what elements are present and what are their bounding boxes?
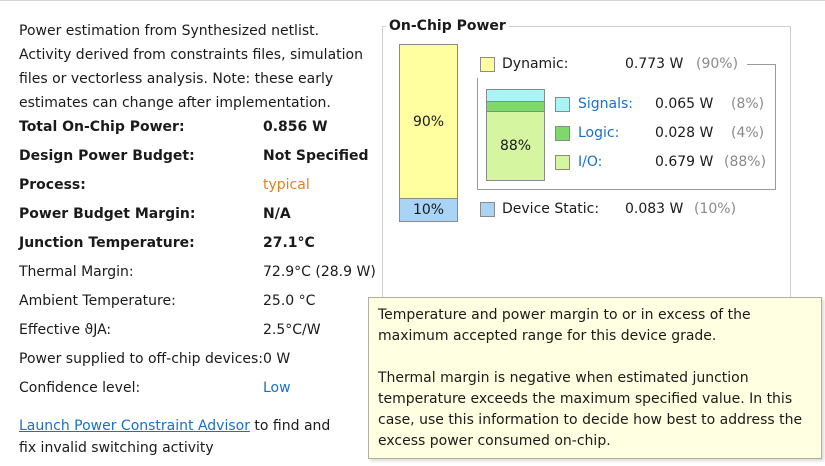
summary-label: Design Power Budget: bbox=[19, 148, 195, 164]
intro-text: Power estimation from Synthesized netlis… bbox=[19, 23, 363, 111]
logic-swatch bbox=[555, 126, 570, 141]
summary-label: Total On-Chip Power: bbox=[19, 119, 185, 135]
summary-value: 0 W bbox=[263, 351, 291, 367]
summary-label: Thermal Margin: bbox=[19, 264, 134, 280]
bracket-line bbox=[477, 189, 776, 190]
io-value: 0.679 W bbox=[655, 154, 714, 170]
static-pct: (10%) bbox=[694, 201, 737, 217]
summary-label: Confidence level: bbox=[19, 380, 141, 396]
static-bar-label: 10% bbox=[412, 202, 445, 218]
summary-row: Power supplied to off-chip devices: 0 W bbox=[19, 351, 379, 380]
static-bar: 10% bbox=[399, 198, 458, 222]
signals-value: 0.065 W bbox=[655, 96, 714, 112]
io-pct: (88%) bbox=[724, 154, 767, 170]
signals-link[interactable]: Signals: bbox=[578, 96, 634, 112]
summary-row: Power Budget Margin: N/A bbox=[19, 206, 379, 235]
footer-suffix: to find and fix invalid switching activi… bbox=[19, 418, 331, 456]
summary-label: Power supplied to off-chip devices: bbox=[19, 351, 264, 367]
io-segment: 88% bbox=[487, 112, 544, 180]
summary-label: Power Budget Margin: bbox=[19, 206, 196, 222]
summary-value: 2.5°C/W bbox=[263, 322, 321, 338]
summary-label: Process: bbox=[19, 177, 86, 193]
logic-link[interactable]: Logic: bbox=[578, 125, 620, 141]
dynamic-pct: (90%) bbox=[696, 56, 739, 72]
summary-value: 27.1°C bbox=[263, 235, 315, 251]
io-link[interactable]: I/O: bbox=[578, 154, 603, 170]
io-segment-label: 88% bbox=[499, 138, 532, 154]
summary-row: Process: typical bbox=[19, 177, 379, 206]
dynamic-swatch bbox=[480, 57, 495, 72]
summary-row: Confidence level: Low bbox=[19, 380, 379, 409]
summary-value: 0.856 W bbox=[263, 119, 328, 135]
signals-pct: (8%) bbox=[731, 96, 765, 112]
launch-advisor-link[interactable]: Launch Power Constraint Advisor bbox=[19, 418, 250, 434]
summary-label: Junction Temperature: bbox=[19, 235, 195, 251]
top-divider bbox=[0, 0, 825, 1]
summary-row: Thermal Margin: 72.9°C (28.9 W) bbox=[19, 264, 379, 293]
summary-row: Ambient Temperature: 25.0 °C bbox=[19, 293, 379, 322]
summary-label: Effective ϑJA: bbox=[19, 322, 112, 338]
summary-value: Not Specified bbox=[263, 148, 369, 164]
static-value: 0.083 W bbox=[625, 201, 684, 217]
onchip-power-title: On-Chip Power bbox=[386, 18, 509, 34]
summary-value: 72.9°C (28.9 W) bbox=[263, 264, 376, 280]
io-swatch bbox=[555, 155, 570, 170]
signals-swatch bbox=[555, 97, 570, 112]
summary-label: Ambient Temperature: bbox=[19, 293, 176, 309]
bracket-line bbox=[775, 64, 776, 189]
bracket-line bbox=[477, 78, 478, 189]
logic-pct: (4%) bbox=[731, 125, 765, 141]
tooltip: Temperature and power margin to or in ex… bbox=[368, 297, 822, 459]
tooltip-text-1: Temperature and power margin to or in ex… bbox=[378, 307, 751, 344]
summary-row: Effective ϑJA: 2.5°C/W bbox=[19, 322, 379, 351]
dynamic-label: Dynamic: bbox=[502, 56, 569, 72]
summary-row: Design Power Budget: Not Specified bbox=[19, 148, 379, 177]
tooltip-text-2: Thermal margin is negative when estimate… bbox=[378, 370, 803, 449]
summary-row: Total On-Chip Power: 0.856 W bbox=[19, 119, 379, 148]
summary-value: 25.0 °C bbox=[263, 293, 316, 309]
bracket-line bbox=[747, 64, 775, 65]
dynamic-bar: 90% bbox=[399, 44, 458, 200]
summary-value: typical bbox=[263, 177, 310, 193]
dynamic-breakdown-bar: 88% bbox=[486, 89, 545, 181]
logic-value: 0.028 W bbox=[655, 125, 714, 141]
signals-segment bbox=[487, 90, 544, 102]
summary-value: N/A bbox=[263, 206, 291, 222]
dynamic-bar-label: 90% bbox=[412, 114, 445, 130]
footer-text: Launch Power Constraint Advisor to find … bbox=[19, 415, 349, 459]
dynamic-value: 0.773 W bbox=[625, 56, 684, 72]
summary-row: Junction Temperature: 27.1°C bbox=[19, 235, 379, 264]
static-swatch bbox=[480, 202, 495, 217]
logic-segment bbox=[487, 102, 544, 112]
summary-value[interactable]: Low bbox=[263, 380, 291, 396]
static-label: Device Static: bbox=[502, 201, 600, 217]
